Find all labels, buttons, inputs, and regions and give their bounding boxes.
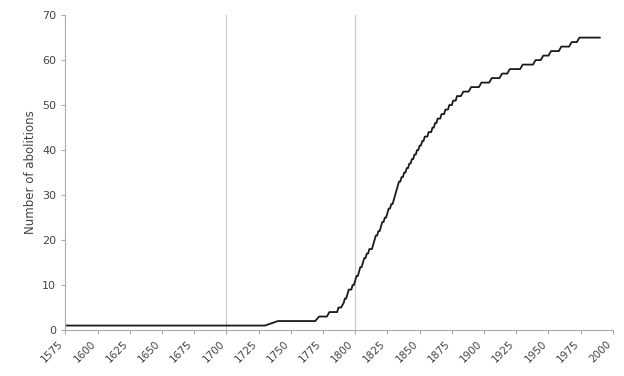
Y-axis label: Number of abolitions: Number of abolitions xyxy=(24,111,37,235)
